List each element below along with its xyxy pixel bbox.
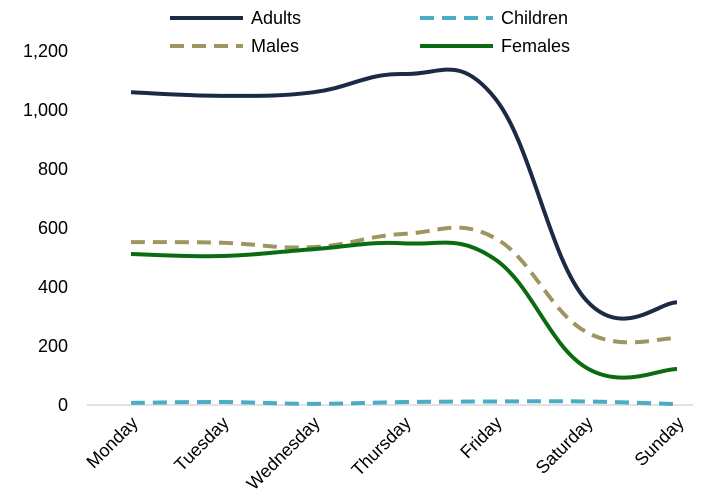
x-axis: Monday Tuesday Wednesday Thursday Friday Satu… <box>82 413 687 489</box>
chart-legend: Adults Children Males Females <box>170 8 570 56</box>
legend-item-males: Males <box>170 36 299 56</box>
y-tick-label: 200 <box>38 336 68 356</box>
x-tick-label: Wednesday <box>243 413 324 489</box>
y-tick-label: 400 <box>38 277 68 297</box>
legend-item-females: Females <box>420 36 570 56</box>
legend-label: Females <box>501 36 570 56</box>
series-line-children <box>130 399 678 407</box>
y-tick-label: 800 <box>38 159 68 179</box>
x-tick-label: Sunday <box>631 413 688 470</box>
x-tick-label: Monday <box>82 413 141 472</box>
series-lines <box>130 67 678 407</box>
series-line-females <box>130 240 678 380</box>
series-line-males <box>130 225 678 345</box>
y-axis: 0 200 400 600 800 1,000 1,200 <box>23 41 68 415</box>
y-tick-label: 600 <box>38 218 68 238</box>
x-tick-label: Tuesday <box>170 413 232 475</box>
y-tick-label: 1,000 <box>23 100 68 120</box>
legend-item-adults: Adults <box>170 8 301 28</box>
legend-label: Males <box>251 36 299 56</box>
legend-label: Children <box>501 8 568 28</box>
y-tick-label: 0 <box>58 395 68 415</box>
x-tick-label: Friday <box>456 413 506 463</box>
legend-item-children: Children <box>420 8 568 28</box>
x-tick-label: Saturday <box>532 413 597 478</box>
x-tick-label: Thursday <box>348 413 415 480</box>
legend-label: Adults <box>251 8 301 28</box>
series-line-adults <box>130 67 678 321</box>
y-tick-label: 1,200 <box>23 41 68 61</box>
